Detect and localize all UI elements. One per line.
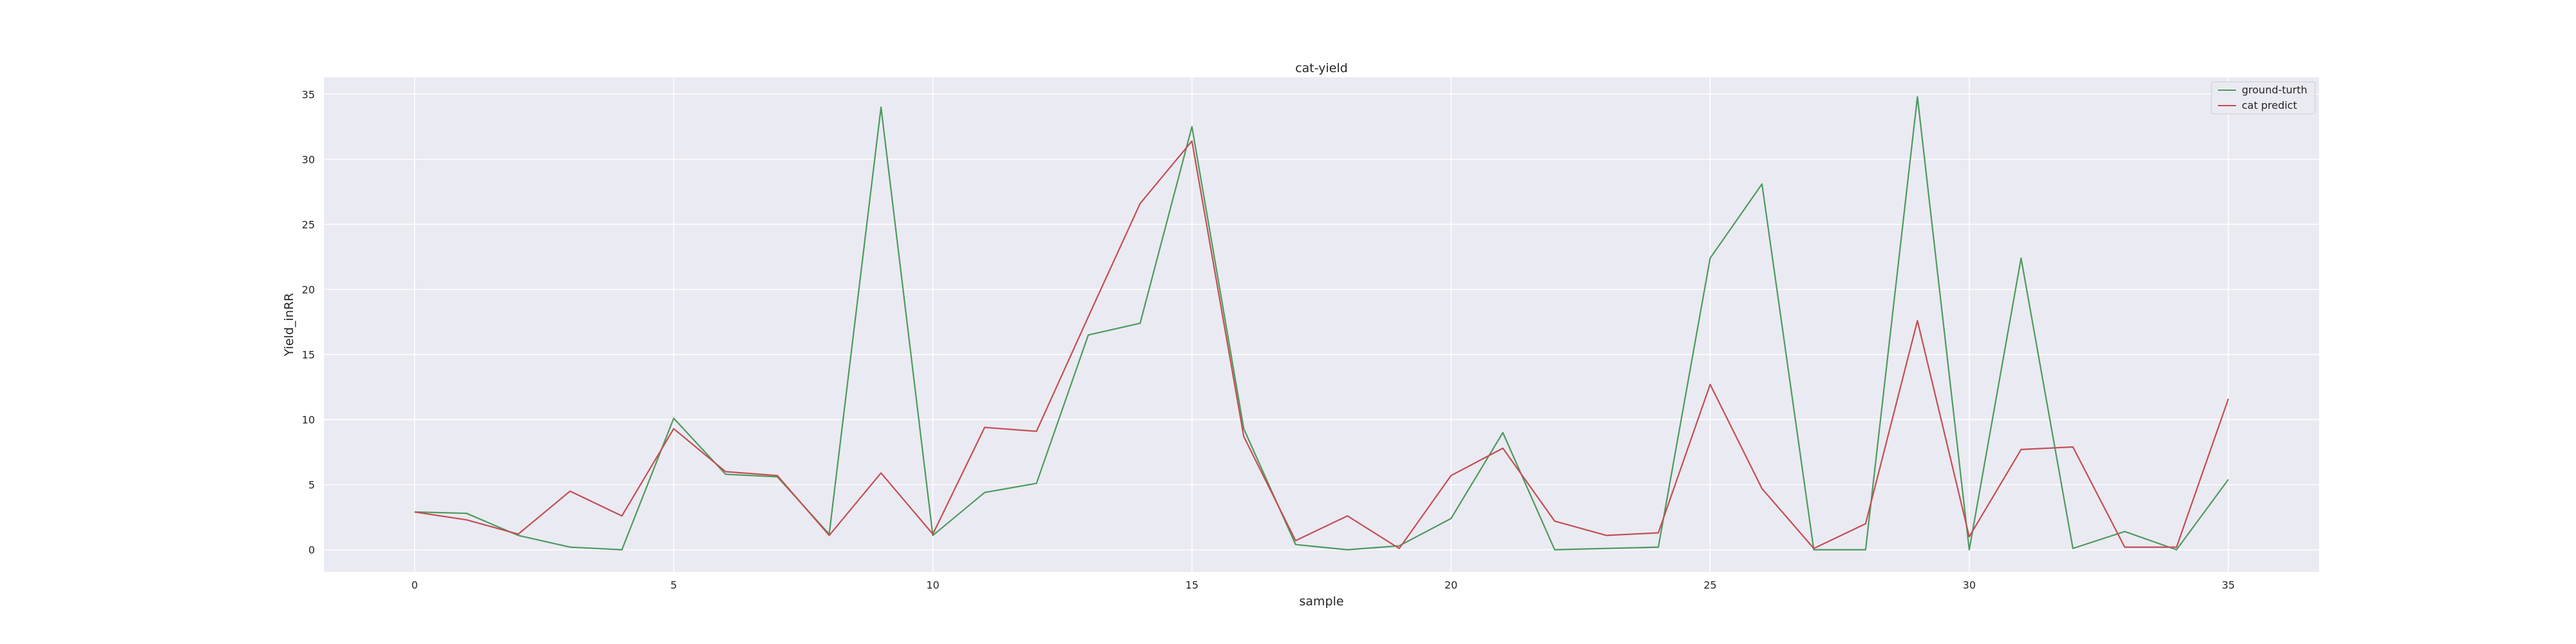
y-tick-label: 10	[302, 414, 315, 426]
x-tick-label: 5	[670, 579, 677, 591]
x-tick-label: 0	[412, 579, 418, 591]
tick-labels: 0 5 10 15 20 25 30 35 0 5 10 15 20 25 30 35	[302, 88, 2235, 591]
x-tick-label: 25	[1703, 579, 1716, 591]
y-axis-title: Yield_inRR	[282, 293, 296, 357]
plot-background	[324, 77, 2319, 572]
x-axis-title: sample	[1299, 594, 1343, 609]
chart-title: cat-yield	[1295, 61, 1348, 75]
x-tick-label: 15	[1186, 579, 1198, 591]
legend-box	[2211, 81, 2316, 115]
y-tick-label: 5	[308, 479, 315, 491]
x-tick-label: 10	[926, 579, 939, 591]
x-tick-label: 20	[1444, 579, 1457, 591]
y-tick-label: 0	[308, 544, 315, 556]
legend-label-cat-predict: cat predict	[2242, 99, 2297, 111]
y-tick-label: 20	[302, 283, 315, 296]
x-tick-label: 30	[1963, 579, 1976, 591]
legend-label-ground-turth: ground-turth	[2242, 84, 2307, 96]
y-tick-label: 15	[302, 348, 315, 361]
legend: ground-turth cat predict	[2211, 81, 2316, 115]
series-line-cat-predict	[414, 140, 2230, 549]
y-tick-label: 30	[302, 153, 315, 166]
x-tick-label: 35	[2222, 579, 2235, 591]
y-tick-label: 25	[302, 218, 315, 231]
y-tick-label: 35	[302, 88, 315, 100]
grid-lines	[324, 77, 2319, 572]
series-lines	[414, 96, 2230, 551]
